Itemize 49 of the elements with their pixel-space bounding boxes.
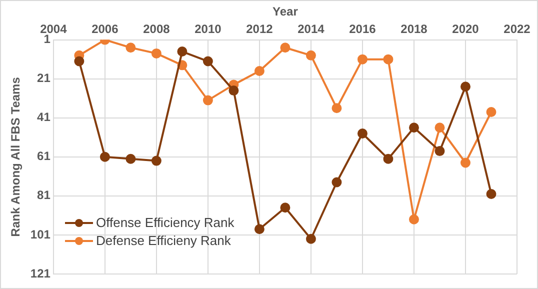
point	[306, 234, 316, 244]
x-tick-label: 2018	[400, 22, 428, 36]
point	[383, 154, 394, 164]
x-tick-label: 2008	[143, 22, 170, 36]
point	[357, 128, 368, 138]
point	[151, 156, 162, 166]
point	[383, 54, 394, 64]
x-tick-label: 2012	[246, 22, 274, 36]
legend-label: Defense Efficieny Rank	[96, 233, 231, 248]
y-tick-label: 21	[37, 71, 51, 86]
point	[408, 122, 419, 133]
y-tick-label: 101	[30, 227, 51, 242]
x-tick-label: 2006	[92, 22, 119, 36]
point	[306, 50, 316, 60]
y-tick-label: 41	[37, 110, 51, 124]
point	[460, 82, 470, 92]
x-tick-label: 2020	[452, 22, 480, 36]
point	[74, 56, 84, 66]
x-tick-label: 2022	[504, 22, 531, 36]
point	[357, 54, 368, 64]
point	[177, 46, 188, 57]
point	[126, 42, 136, 53]
point	[280, 202, 290, 213]
x-axis-title: Year	[272, 4, 298, 19]
point	[151, 48, 162, 58]
point	[486, 107, 496, 118]
point	[254, 224, 264, 234]
x-tick-label: 2016	[349, 22, 376, 36]
point	[126, 154, 136, 164]
point	[202, 95, 213, 106]
y-tick-label: 81	[37, 188, 51, 202]
point	[332, 103, 342, 114]
point	[254, 66, 264, 76]
point	[486, 188, 496, 199]
point	[408, 214, 419, 224]
point	[202, 56, 213, 66]
point	[434, 146, 445, 156]
y-axis-title: Rank Among All FBS Teams	[8, 76, 23, 237]
y-tick-label: 121	[30, 266, 51, 280]
x-tick-label: 2010	[194, 22, 222, 36]
legend-label: Offense Efficiency Rank	[96, 215, 234, 230]
point	[460, 158, 470, 168]
y-tick-label: 61	[37, 149, 51, 164]
x-tick-label: 2014	[298, 22, 325, 36]
point	[280, 42, 290, 53]
point	[228, 86, 239, 96]
point	[100, 152, 110, 162]
point	[332, 177, 342, 188]
point	[434, 122, 445, 133]
